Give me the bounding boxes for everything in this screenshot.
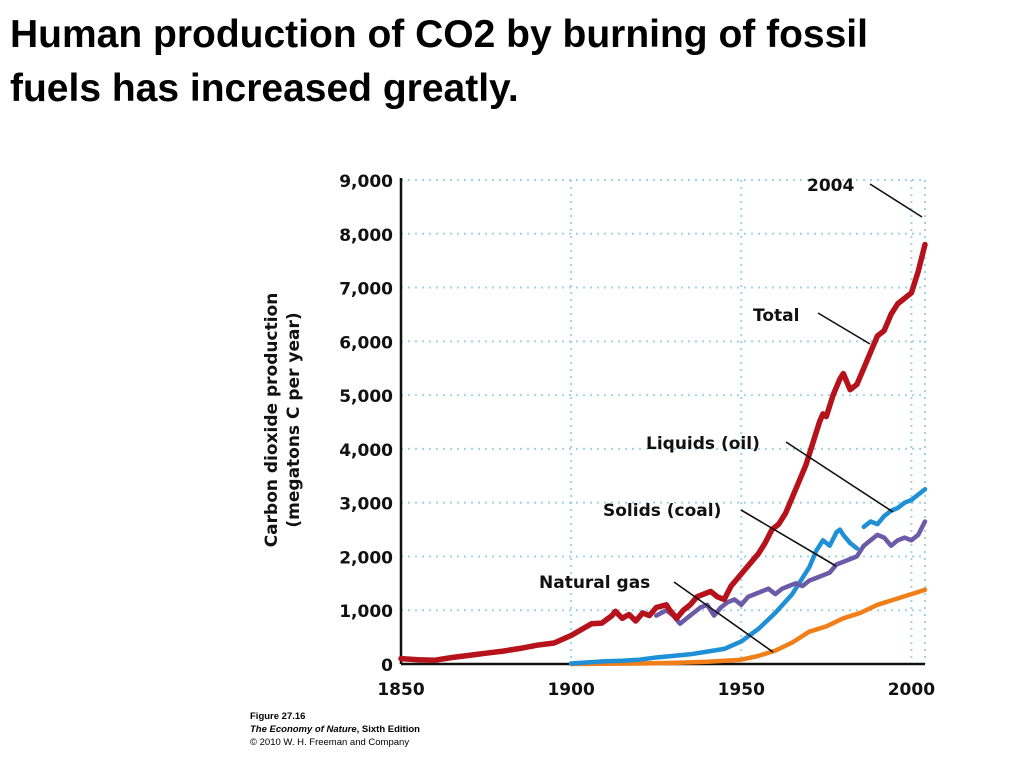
annotation-natural-gas: Natural gas	[539, 573, 650, 593]
annotation-solids-leader	[740, 509, 837, 567]
x-tick-label: 1850	[377, 680, 424, 700]
slide-title-line-2: fuels has increased greatly.	[10, 67, 519, 110]
y-axis-label-line-2: (megatons C per year)	[284, 312, 304, 527]
annotation-liquids-leader	[785, 441, 894, 513]
y-axis-label-line-1: Carbon dioxide production	[262, 293, 282, 548]
series-line-solids	[653, 519, 928, 626]
series-line-liquids	[568, 527, 860, 666]
x-tick-label: 1900	[547, 680, 594, 700]
annotation-solids: Solids (coal)	[603, 501, 721, 521]
y-tick-label: 8,000	[339, 226, 393, 246]
x-tick-labels: 1850 1900 1950 2000	[377, 680, 935, 700]
figure-credit: Figure 27.16 The Economy of Nature, Sixt…	[250, 710, 420, 749]
x-tick-label: 1950	[718, 680, 765, 700]
y-axis-label: Carbon dioxide production (megatons C per…	[262, 293, 304, 548]
grid-lines	[401, 179, 926, 664]
series-line-gas	[568, 587, 928, 667]
copyright-notice: © 2010 W. H. Freeman and Company	[250, 737, 410, 748]
y-tick-label: 0	[381, 656, 393, 676]
y-tick-label: 2,000	[339, 548, 393, 568]
y-tick-label: 6,000	[339, 333, 393, 353]
y-tick-label: 4,000	[339, 441, 393, 461]
y-tick-label: 9,000	[339, 172, 393, 192]
y-tick-labels: 0 1,000 2,000 3,000 4,000 5,000 6,000 7,000 8,00…	[339, 172, 393, 676]
figure-source: The Economy of Nature, Sixth Edition	[250, 723, 420, 736]
y-tick-label: 5,000	[339, 387, 393, 407]
annotation-total-leader	[817, 312, 871, 345]
series-annotations: 2004 Total Liquids (oil) Solids (coal) Natur…	[539, 176, 923, 653]
axes	[399, 178, 925, 666]
figure-number: Figure 27.16	[250, 711, 306, 722]
series-line-liquids	[861, 486, 928, 530]
series-line-total	[398, 241, 928, 663]
slide-title: Human production of CO2 by burning of fo…	[10, 8, 1015, 116]
slide-title-line-1: Human production of CO2 by burning of fo…	[10, 13, 868, 56]
x-tick-label: 2000	[888, 680, 935, 700]
annotation-2004-leader	[869, 183, 923, 218]
data-series	[398, 241, 928, 667]
y-tick-label: 3,000	[339, 495, 393, 515]
annotation-total: Total	[753, 306, 799, 326]
y-tick-label: 1,000	[339, 602, 393, 622]
annotation-natural-gas-leader	[673, 581, 774, 653]
book-title: The Economy of Nature	[250, 724, 357, 735]
book-edition: , Sixth Edition	[356, 724, 420, 735]
annotation-liquids: Liquids (oil)	[646, 434, 760, 454]
y-tick-label: 7,000	[339, 280, 393, 300]
annotation-2004: 2004	[807, 176, 854, 196]
